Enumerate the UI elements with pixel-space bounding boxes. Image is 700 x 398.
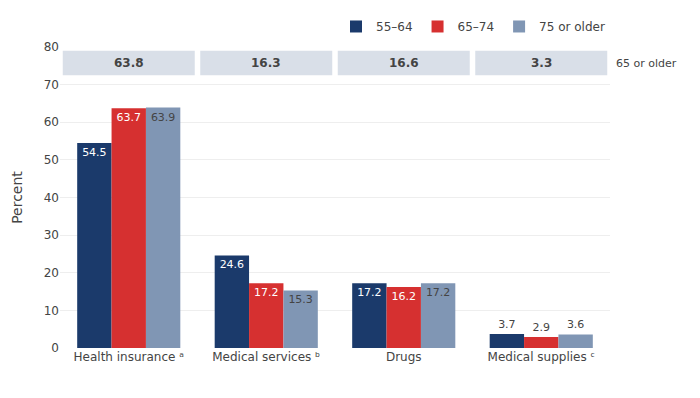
svg-text:2.9: 2.9 xyxy=(533,321,551,334)
svg-text:Health insurance ᵃ: Health insurance ᵃ xyxy=(74,350,184,364)
svg-text:16.3: 16.3 xyxy=(251,56,281,70)
svg-text:54.5: 54.5 xyxy=(82,146,107,159)
svg-text:17.2: 17.2 xyxy=(357,286,382,299)
svg-text:16.6: 16.6 xyxy=(389,56,419,70)
svg-text:3.7: 3.7 xyxy=(498,318,516,331)
svg-text:Percent: Percent xyxy=(9,171,25,224)
svg-text:50: 50 xyxy=(44,153,59,167)
svg-text:3.6: 3.6 xyxy=(567,318,585,331)
svg-text:Drugs: Drugs xyxy=(386,350,422,364)
svg-text:80: 80 xyxy=(44,40,59,54)
svg-text:40: 40 xyxy=(44,191,59,205)
svg-text:15.3: 15.3 xyxy=(288,293,313,306)
svg-text:63.9: 63.9 xyxy=(151,111,176,124)
svg-text:20: 20 xyxy=(44,266,59,280)
svg-text:24.6: 24.6 xyxy=(220,258,245,271)
svg-text:17.2: 17.2 xyxy=(254,286,279,299)
svg-text:55–64: 55–64 xyxy=(376,20,413,34)
svg-text:63.8: 63.8 xyxy=(114,56,144,70)
svg-text:30: 30 xyxy=(44,228,59,242)
svg-text:Medical supplies ᶜ: Medical supplies ᶜ xyxy=(488,350,595,364)
svg-text:65 or older: 65 or older xyxy=(616,57,677,70)
svg-text:17.2: 17.2 xyxy=(426,286,451,299)
svg-text:63.7: 63.7 xyxy=(117,111,142,124)
svg-text:70: 70 xyxy=(44,78,59,92)
svg-text:3.3: 3.3 xyxy=(531,56,552,70)
svg-text:75 or older: 75 or older xyxy=(539,20,605,34)
svg-text:16.2: 16.2 xyxy=(392,290,417,303)
svg-text:65–74: 65–74 xyxy=(458,20,495,34)
svg-text:60: 60 xyxy=(44,115,59,129)
svg-text:10: 10 xyxy=(44,304,59,318)
svg-text:0: 0 xyxy=(51,341,59,355)
svg-text:Medical services ᵇ: Medical services ᵇ xyxy=(212,350,320,364)
